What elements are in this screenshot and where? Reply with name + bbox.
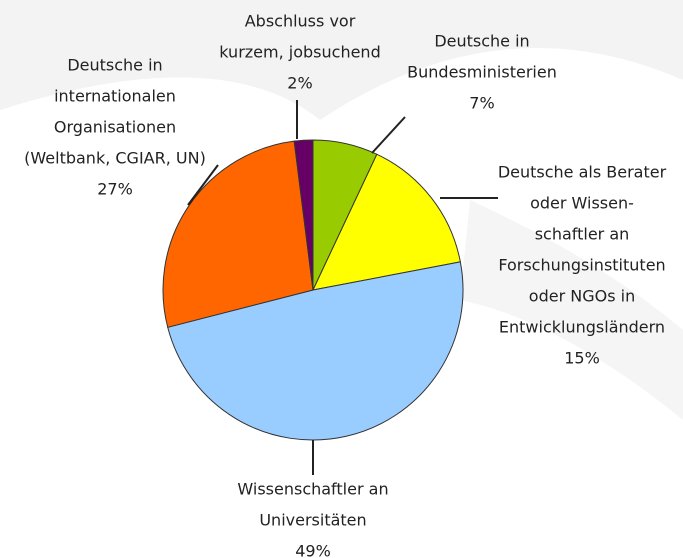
value-label: 2% (287, 74, 312, 93)
slice-label: Wissenschaftler an (237, 480, 388, 499)
background-shape (0, 0, 683, 120)
leader-line (371, 116, 406, 154)
slice-label: kurzem, jobsuchend (219, 43, 380, 62)
pie-slice (293, 139, 314, 291)
slice-label: (Weltbank, CGIAR, UN) (24, 149, 206, 168)
pie-slice (162, 140, 314, 328)
slice-label: schaftler an (535, 225, 630, 244)
slice-label: Universitäten (259, 511, 366, 530)
slice-label: oder NGOs in (529, 287, 635, 306)
leaders (187, 100, 498, 475)
pie-slice (312, 153, 461, 291)
leader-line (187, 164, 219, 206)
background-shape (460, 200, 683, 420)
value-label: 49% (295, 542, 331, 558)
pie-slice (167, 261, 464, 441)
value-label: 7% (469, 94, 494, 113)
slice-label: Deutsche als Berater (498, 163, 667, 182)
slice-label: Forschungsinstituten (498, 256, 665, 275)
value-label: 27% (97, 180, 133, 199)
slice-label: Organisationen (54, 118, 176, 137)
value-label: 15% (564, 349, 600, 368)
slice-label: Abschluss vor (245, 12, 356, 31)
slice-label: Entwicklungsländern (499, 318, 665, 337)
slice-label: Bundesministerien (407, 63, 557, 82)
slice-label: Deutsche in (434, 32, 529, 51)
slice-label: Deutsche in (67, 56, 162, 75)
slice-label: oder Wissen- (530, 194, 634, 213)
slice-label: internationalen (54, 87, 176, 106)
